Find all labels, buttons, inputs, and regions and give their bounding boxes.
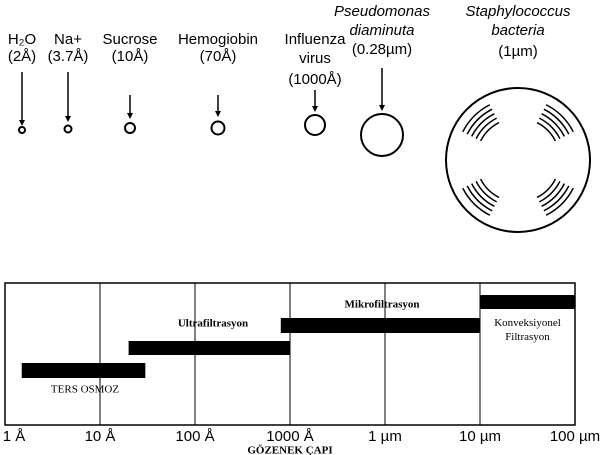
particle [18,126,26,134]
particle-size: (1000Å) [288,71,341,88]
particle [360,113,404,157]
cell-arc [536,121,557,142]
particle-size: (1µm) [498,43,537,60]
range-bar [280,318,480,333]
x-tick-label: 1000 Å [266,428,314,445]
cell-arc [545,187,574,216]
particle-name: Staphylococcus [465,3,571,20]
particle-name: diaminuta [349,22,414,39]
arrow-head [215,111,221,117]
cell-arc [543,185,570,212]
bar-label: Konveksiyonel Filtrasyon [494,317,561,343]
particle-name: bacteria [491,22,544,39]
particle-name: virus [299,50,331,67]
bar-label: Ultrafiltrasyon [178,318,248,330]
particle-name: Influenza [285,31,347,48]
particle-size: (3.7Å) [48,48,89,65]
arrow-head [65,116,71,122]
particle [304,114,326,136]
arrow-head [127,113,133,119]
particle [210,120,226,136]
range-bar [480,295,575,309]
particle [124,122,136,134]
x-tick-label: 1 µm [368,428,402,445]
particle-name: H₂O [8,31,36,48]
cell-arc [466,185,493,212]
cell-arc [543,108,570,135]
cell-arc [470,112,495,137]
cell-arc [470,183,495,208]
x-tick-label: 10 µm [459,428,501,445]
arrow-head [19,120,25,126]
particle-name: Na+ [54,31,82,48]
cell-arc [545,104,574,133]
cell-arc [475,117,498,140]
cell-arc [462,104,491,133]
particle-name: Pseudomonas [334,3,430,20]
particle-name: Hemogiobin [178,31,258,48]
bar-label: TERS OSMOZ [51,384,119,396]
range-bar [21,363,146,378]
cell-arc [462,187,491,216]
x-tick-label: 100 µm [550,428,600,445]
arrow-head [312,106,318,112]
particle-size: (2Å) [8,48,36,65]
particle [445,87,591,233]
particle-size: (70Å) [200,48,237,65]
bar-label: Mikrofiltrasyon [345,299,420,311]
particle-name: Sucrose [102,31,157,48]
range-bar [128,341,290,355]
cell-arc [479,121,500,142]
x-axis-title: GÖZENEK ÇAPI [247,444,332,455]
particle [63,124,73,134]
cell-arc [466,108,493,135]
x-tick-label: 100 Å [175,428,214,445]
arrow-head [379,105,385,111]
x-tick-label: 10 Å [85,428,116,445]
x-tick-label: 1 Å [3,428,26,445]
cell-arc [541,183,566,208]
cell-arc [541,112,566,137]
particle-size: (10Å) [112,48,149,65]
cell-arc [538,180,561,203]
cell-arc [479,178,500,199]
cell-arc [536,178,557,199]
cell-arc [475,180,498,203]
particle-size: (0.28µm) [352,41,412,58]
cell-arc [538,117,561,140]
